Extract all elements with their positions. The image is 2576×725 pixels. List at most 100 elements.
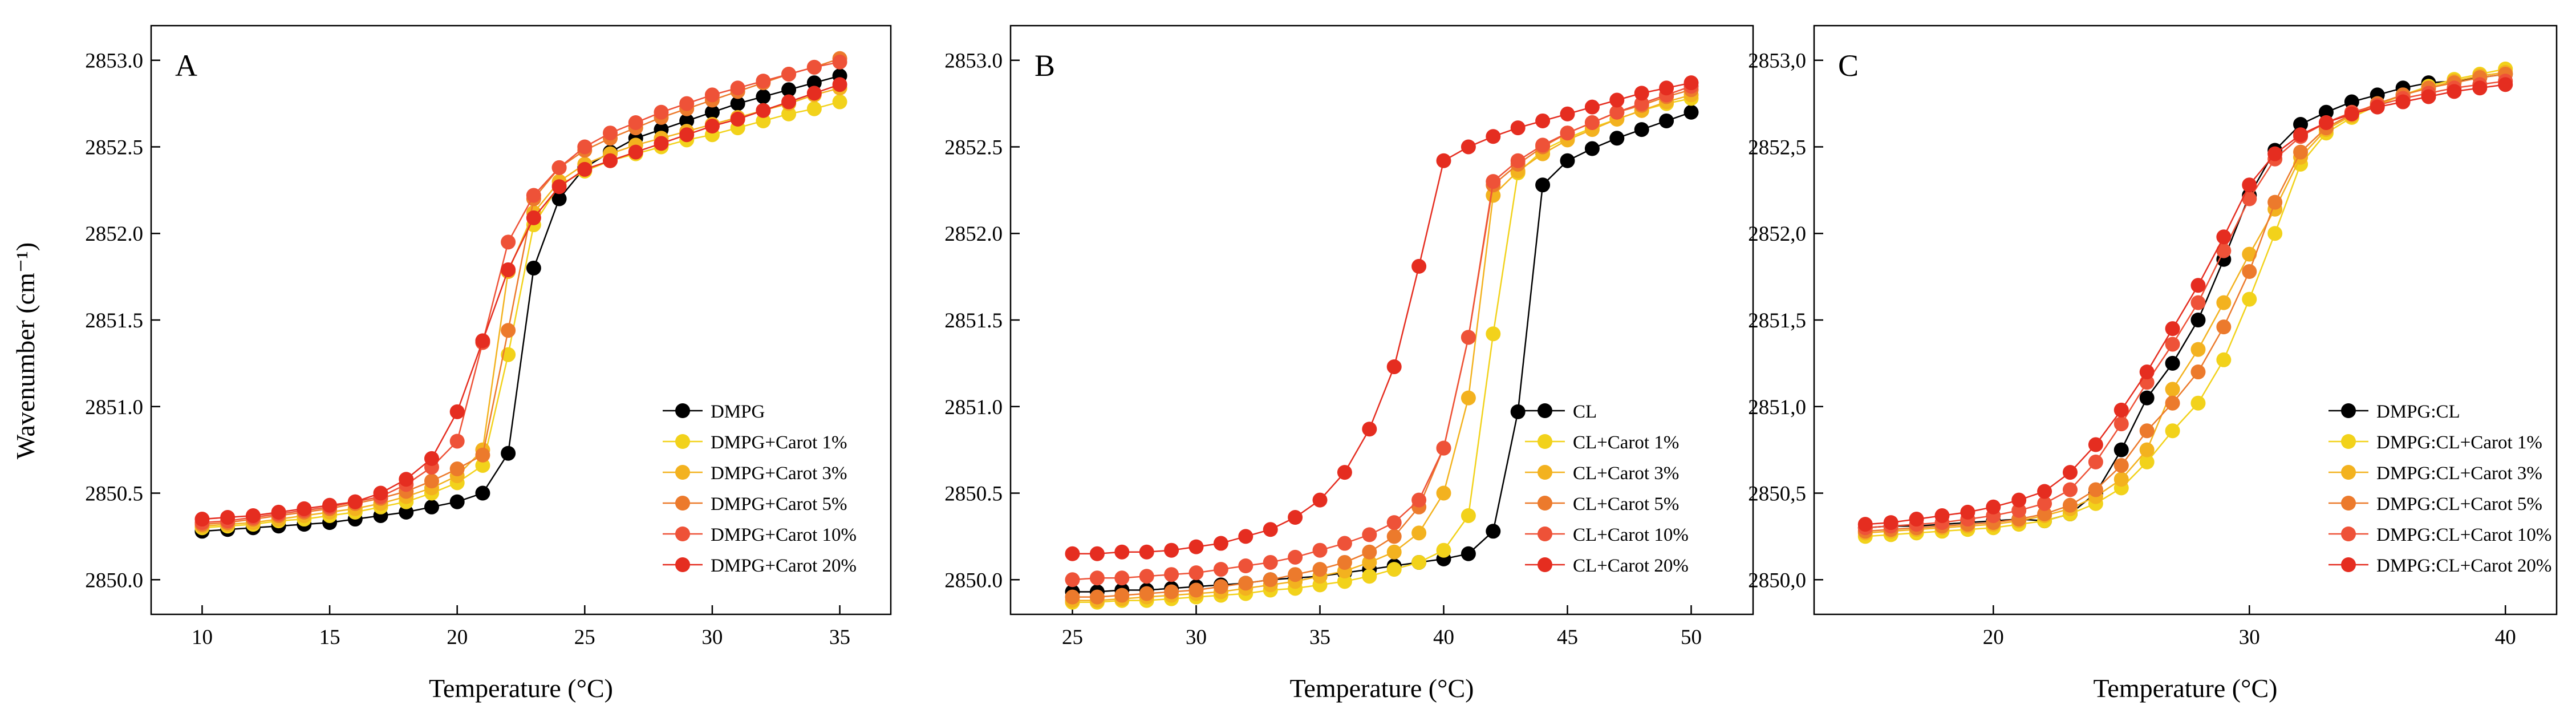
x-tick-label: 45 [1557, 626, 1578, 649]
y-tick-label: 2852.5 [944, 136, 1003, 159]
data-point [2293, 144, 2309, 160]
data-point [1164, 567, 1179, 582]
data-point [1560, 153, 1575, 168]
data-point [1609, 131, 1625, 146]
data-point [1986, 499, 2001, 515]
x-tick-label: 15 [319, 626, 340, 649]
panel-a-x-axis-title: Temperature (°C) [429, 674, 613, 703]
data-point [220, 510, 236, 525]
data-point [526, 260, 541, 276]
y-tick-label: 2850.0 [944, 569, 1003, 592]
data-point [1164, 542, 1179, 558]
data-point [1238, 529, 1253, 544]
data-point [551, 179, 567, 195]
y-tick-label: 2852.5 [85, 136, 143, 159]
data-point [2113, 472, 2129, 487]
legend-label: DMPG:CL [2376, 402, 2460, 422]
data-point [2011, 492, 2027, 508]
legend-marker [1538, 526, 1552, 541]
data-point [501, 323, 516, 338]
panel-c-letter: C [1838, 48, 1859, 83]
legend-label: DMPG:CL+Carot 10% [2376, 525, 2551, 545]
data-point [1411, 492, 1427, 508]
data-point [1386, 359, 1402, 374]
x-tick-label: 40 [2495, 626, 2516, 649]
data-point [1510, 120, 1526, 136]
x-tick-label: 20 [447, 626, 468, 649]
data-point [806, 86, 822, 101]
legend-label: DMPG:CL+Carot 5% [2376, 494, 2542, 515]
legend-label: DMPG [711, 402, 765, 422]
data-point [347, 494, 363, 509]
data-point [2165, 423, 2180, 439]
y-tick-label: 2853,0 [1748, 50, 1806, 73]
data-point [1312, 492, 1328, 508]
data-point [2242, 291, 2257, 307]
data-point [1683, 104, 1699, 120]
legend-marker [1538, 403, 1552, 418]
data-point [2190, 278, 2206, 293]
data-point [2088, 454, 2103, 469]
data-point [1114, 570, 1130, 586]
data-point [2190, 364, 2206, 380]
y-tick-label: 2851.5 [944, 309, 1003, 333]
data-point [2498, 77, 2513, 92]
data-point [679, 127, 695, 143]
panel-b-x-axis-title: Temperature (°C) [1290, 674, 1474, 703]
legend-label: DMPG+Carot 20% [711, 556, 857, 576]
data-point [373, 485, 388, 501]
y-tick-label: 2853.0 [85, 50, 143, 73]
data-point [2447, 84, 2462, 99]
data-point [1510, 404, 1526, 419]
x-tick-label: 10 [192, 626, 213, 649]
data-point [1461, 546, 1476, 561]
data-point [2190, 395, 2206, 411]
data-point [1486, 174, 1501, 189]
data-point [756, 89, 771, 104]
data-point [1065, 572, 1080, 588]
data-point [1960, 504, 1975, 520]
data-point [399, 472, 414, 487]
data-point [2113, 416, 2129, 432]
data-point [449, 461, 465, 477]
data-point [1486, 524, 1501, 539]
data-point [1362, 544, 1377, 560]
data-point [1139, 586, 1154, 601]
legend-marker [1538, 557, 1552, 572]
data-point [2190, 295, 2206, 310]
data-point [424, 451, 439, 466]
data-point [756, 103, 771, 118]
data-point [1411, 554, 1427, 570]
data-point [2037, 496, 2052, 511]
data-point [1213, 536, 1228, 551]
y-tick-label: 2851,5 [1748, 309, 1806, 333]
y-tick-label: 2852.0 [85, 222, 143, 246]
data-point [1386, 529, 1402, 544]
legend-marker [2341, 496, 2356, 511]
data-point [730, 80, 745, 96]
data-point [2139, 364, 2155, 380]
data-point [2293, 127, 2309, 143]
data-point [806, 75, 822, 91]
data-point [2088, 482, 2103, 497]
data-point [2216, 229, 2232, 245]
data-point [1436, 542, 1451, 558]
x-tick-label: 30 [1186, 626, 1207, 649]
data-point [832, 54, 847, 70]
data-point [1436, 153, 1451, 168]
panel-b-letter: B [1035, 48, 1055, 83]
data-point [2344, 106, 2359, 121]
data-point [704, 87, 720, 103]
legend-marker [675, 403, 690, 418]
data-point [1089, 546, 1105, 561]
data-point [2472, 80, 2488, 96]
data-point [1263, 572, 1278, 588]
data-point [1857, 517, 1873, 532]
data-point [2088, 437, 2103, 452]
data-point [1362, 527, 1377, 542]
data-point [679, 96, 695, 111]
data-point [1411, 525, 1427, 541]
data-point [1584, 99, 1600, 115]
data-point [1436, 440, 1451, 456]
